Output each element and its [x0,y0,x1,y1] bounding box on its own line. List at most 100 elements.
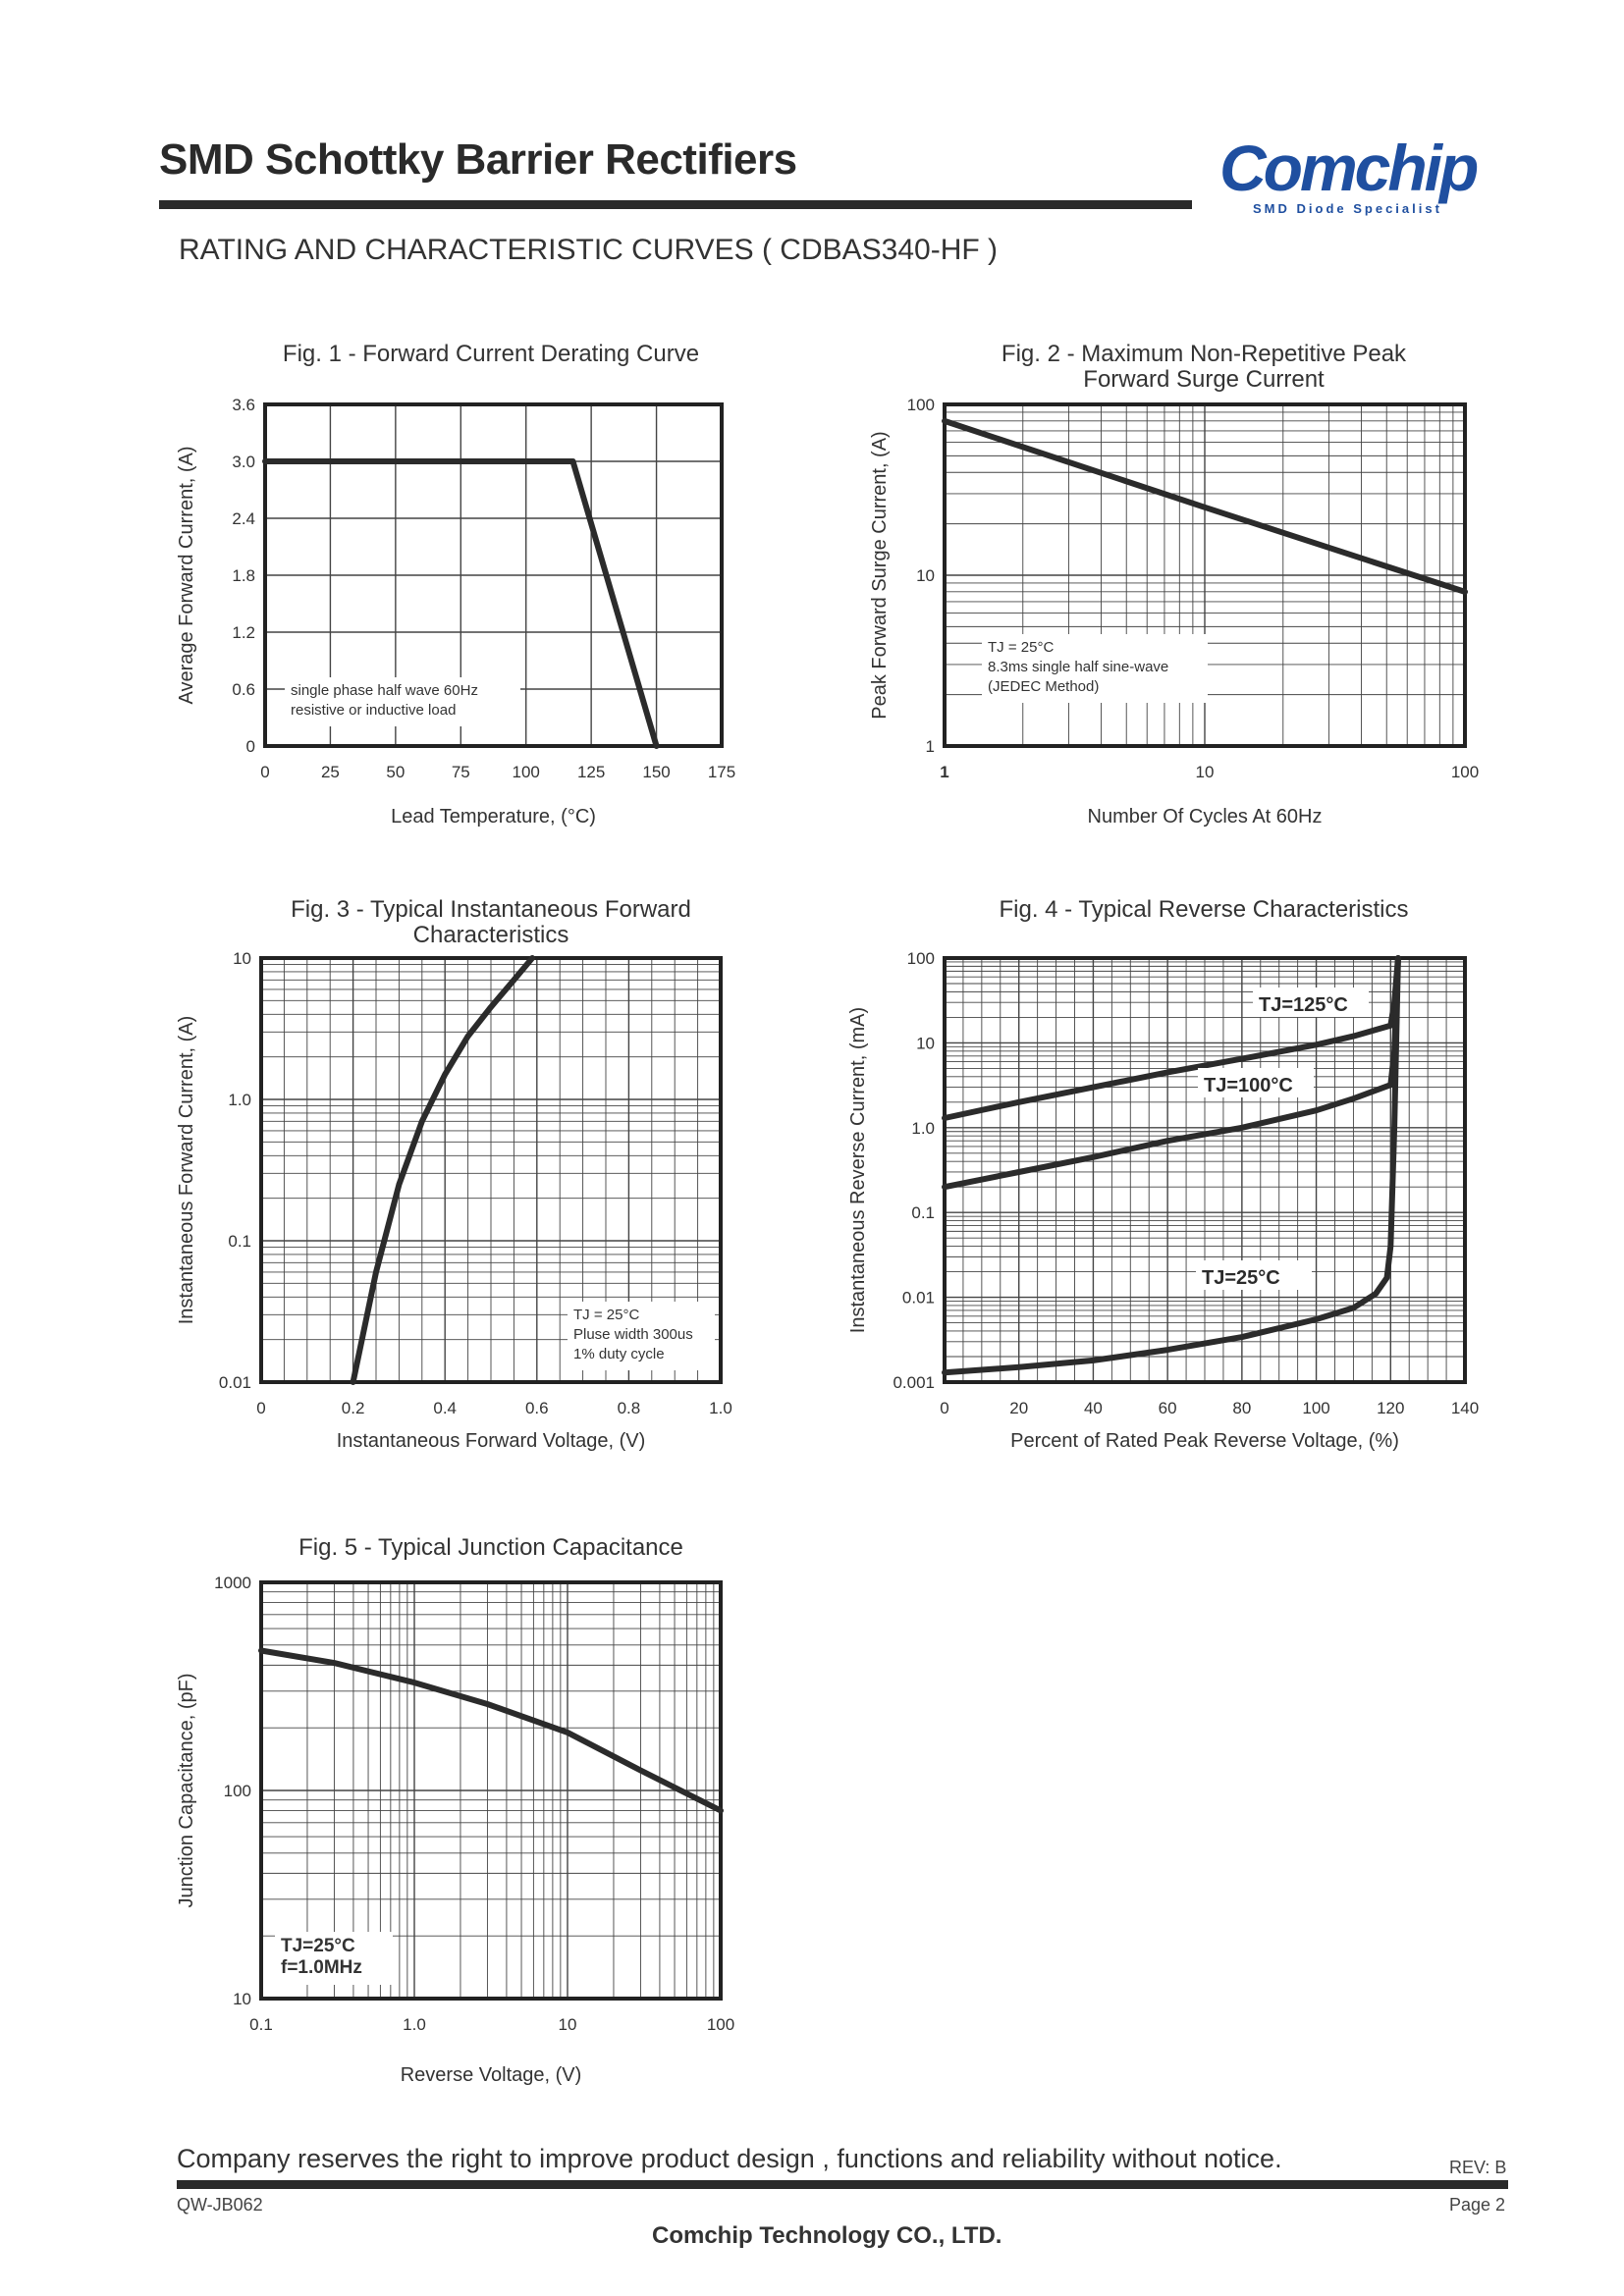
x-axis-label: Reverse Voltage, (V) [401,2064,582,2086]
series-label-bg [1198,1068,1314,1097]
y-tick-label: 100 [224,1782,251,1800]
x-tick-label: 50 [386,763,405,781]
series-label: TJ=100°C [1204,1075,1293,1096]
annotation-text: f=1.0MHz [281,1957,362,1978]
series-line-1 [942,417,1468,595]
series-label: TJ=25°C [1202,1267,1280,1289]
x-tick-label: 100 [513,763,540,781]
plot-frame [943,956,1467,1384]
y-tick-label: 0.01 [219,1373,251,1392]
page-title: SMD Schottky Barrier Rectifiers [159,135,797,184]
annotation-text: Pluse width 300us [573,1326,693,1343]
y-tick-label: 10 [916,1034,935,1052]
y-axis-label: Average Forward Current, (A) [176,446,197,704]
section-subtitle: RATING AND CHARACTERISTIC CURVES ( CDBAS… [179,234,999,266]
chart-title: Fig. 1 - Forward Current Derating Curve [283,341,699,367]
x-tick-label: 0.8 [618,1399,641,1417]
footer-rule [177,2180,1508,2189]
x-tick-label: 20 [1009,1399,1028,1417]
x-tick-label: 150 [642,763,670,781]
x-tick-label: 100 [1451,763,1479,781]
annotation-text: 8.3ms single half sine-wave [988,659,1168,675]
y-tick-label: 0 [246,737,255,756]
series-line-1 [350,955,536,1385]
x-tick-label: 60 [1159,1399,1177,1417]
series-line-1 [258,1647,724,1814]
x-axis-label: Number Of Cycles At 60Hz [1088,806,1323,828]
chart-title: Forward Surge Current [1083,366,1325,393]
chart-fig-5: Fig. 5 - Typical Junction Capacitance 0.1… [176,1534,734,2086]
x-tick-label: 1.0 [403,2015,426,2034]
x-tick-label: 1 [940,763,948,781]
x-tick-label: 0 [256,1399,265,1417]
y-tick-label: 3.0 [232,453,255,471]
company-name: Comchip Technology CO., LTD. [652,2222,1002,2249]
y-tick-label: 10 [233,1990,251,2008]
annotation-text: (JEDEC Method) [988,678,1099,695]
logo-wordmark: Comchip [1219,132,1478,204]
y-tick-label: 2.4 [232,509,255,528]
x-tick-label: 140 [1451,1399,1479,1417]
series-line-2 [942,955,1401,1191]
y-tick-label: 0.001 [893,1373,935,1392]
y-tick-label: 1.2 [232,623,255,642]
chart-title: Fig. 5 - Typical Junction Capacitance [298,1534,683,1561]
y-tick-label: 1.0 [228,1091,251,1109]
x-tick-label: 10 [1196,763,1215,781]
y-tick-label: 0.01 [902,1289,935,1308]
y-tick-label: 3.6 [232,396,255,414]
y-axis-label: Peak Forward Surge Current, (A) [869,431,891,719]
x-tick-label: 0 [260,763,269,781]
y-tick-label: 0.6 [232,680,255,699]
series-label-bg [1253,988,1369,1017]
annotation-text: resistive or inductive load [291,702,456,719]
chart-title: Fig. 4 - Typical Reverse Characteristics [999,896,1408,923]
y-tick-label: 1000 [214,1574,251,1592]
y-tick-label: 0.1 [228,1232,251,1251]
x-tick-label: 1.0 [709,1399,732,1417]
x-tick-label: 0.6 [525,1399,549,1417]
x-tick-label: 75 [452,763,470,781]
annotation-text-bg [982,634,1208,703]
annotation-text: TJ = 25°C [988,639,1054,656]
x-axis-label: Lead Temperature, (°C) [391,806,596,828]
plot-frame [263,402,724,748]
chart-fig-3: Fig. 3 - Typical Instantaneous ForwardCh… [176,896,732,1452]
x-tick-label: 40 [1084,1399,1103,1417]
y-tick-label: 100 [907,396,935,414]
y-tick-label: 1 [926,737,935,756]
series-line-1 [942,955,1401,1121]
x-tick-label: 100 [1302,1399,1329,1417]
annotation-text-bg [568,1302,715,1370]
plot-frame [259,1580,723,2001]
disclaimer-note: Company reserves the right to improve pr… [177,2144,1282,2173]
x-tick-label: 0 [940,1399,948,1417]
series-label-bg [1196,1260,1312,1290]
plot-frame [259,956,723,1384]
x-tick-label: 10 [559,2015,577,2034]
plot-frame [943,402,1467,748]
chart-title: Fig. 3 - Typical Instantaneous Forward [291,896,691,923]
y-tick-label: 0.1 [911,1203,935,1222]
chart-fig-2: Fig. 2 - Maximum Non-Repetitive PeakForw… [869,341,1479,828]
x-tick-label: 0.2 [342,1399,365,1417]
series-line-3 [942,955,1401,1376]
series-label: TJ=125°C [1259,994,1348,1016]
y-tick-label: 1.8 [232,566,255,585]
annotation-text: 1% duty cycle [573,1346,665,1362]
x-tick-label: 0.1 [249,2015,273,2034]
chart-title: Characteristics [413,922,569,948]
x-tick-label: 25 [321,763,340,781]
annotation-text-bg [275,1932,393,1985]
page-number: Page 2 [1449,2195,1506,2215]
chart-grid [944,957,1465,1383]
x-axis-label: Instantaneous Forward Voltage, (V) [337,1430,646,1452]
y-axis-label: Instantaneous Reverse Current, (mA) [847,1007,869,1333]
x-tick-label: 175 [708,763,735,781]
y-axis-label: Instantaneous Forward Current, (A) [176,1016,197,1325]
x-tick-label: 100 [707,2015,734,2034]
logo-tagline: SMD Diode Specialist [1253,201,1442,216]
x-tick-label: 120 [1377,1399,1404,1417]
y-tick-label: 10 [233,949,251,968]
